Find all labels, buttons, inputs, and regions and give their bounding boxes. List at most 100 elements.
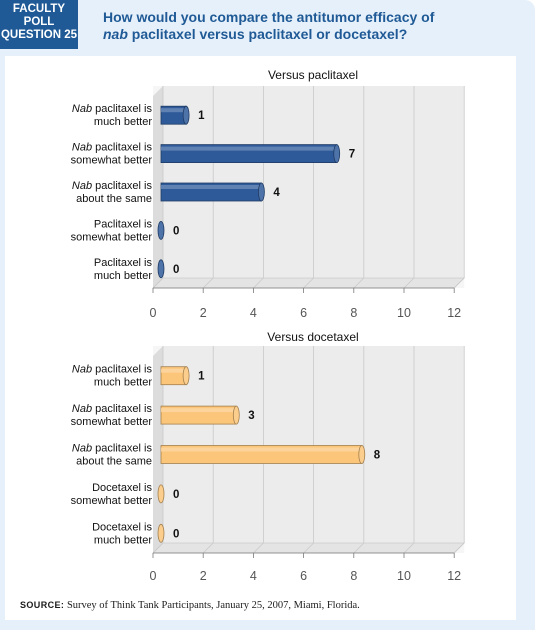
question-title: How would you compare the antitumor effi… [103, 9, 523, 43]
gridline-floor [202, 542, 214, 554]
bar-cap [157, 484, 165, 504]
category-label-line2: much better [94, 270, 152, 282]
bar-highlight [161, 108, 187, 113]
bar-cap [157, 220, 165, 240]
category-label-line2: somewhat better [71, 231, 153, 243]
category-label-line1: Docetaxel is [92, 482, 152, 494]
category-label-line1: Paclitaxel is [94, 257, 153, 269]
tick-label: 2 [200, 306, 207, 320]
data-label: 1 [198, 110, 205, 122]
category-label: Nab paclitaxel is [72, 364, 153, 376]
faculty-poll-badge: FACULTY POLL QUESTION 25 [0, 0, 78, 49]
category-label-line2: about the same [76, 456, 152, 468]
gridline-floor [453, 277, 465, 289]
tick-label: 10 [397, 569, 411, 583]
category-label-line1: paclitaxel is [92, 364, 152, 376]
bar-highlight [161, 146, 337, 151]
question-line-2-rest: paclitaxel versus paclitaxel or docetaxe… [127, 26, 408, 42]
category-label: Nab paclitaxel is [72, 443, 153, 455]
category-label: Docetaxel is [92, 521, 152, 533]
gridline-floor [403, 277, 415, 289]
bar-cap [157, 523, 165, 543]
bar-highlight [161, 408, 237, 413]
data-label: 0 [173, 264, 179, 276]
category-label-line2: about the same [76, 193, 152, 205]
gridline-floor [152, 277, 164, 289]
gridline-floor [253, 542, 264, 554]
question-italic-nab: nab [103, 26, 128, 42]
tick-label: 0 [150, 569, 157, 583]
data-label: 3 [248, 410, 254, 422]
gridline-floor [353, 542, 365, 554]
gridline-floor [202, 277, 214, 289]
tick-label: 2 [200, 569, 207, 583]
category-label-line1: paclitaxel is [92, 103, 152, 115]
question-line-2: nab paclitaxel versus paclitaxel or doce… [103, 26, 523, 43]
category-label-italic: Nab [72, 364, 92, 376]
tick-label: 12 [447, 569, 461, 583]
gridline-floor [303, 542, 314, 554]
data-label: 0 [173, 489, 179, 501]
category-label: Nab paclitaxel is [72, 103, 153, 115]
category-label-line2: somewhat better [71, 155, 153, 167]
gridline-floor [152, 542, 164, 554]
badge-line-3: QUESTION 25 [0, 29, 78, 41]
tick-label: 10 [397, 306, 411, 320]
tick-label: 6 [300, 569, 307, 583]
category-label: Nab paclitaxel is [72, 142, 153, 154]
category-label-line2: somewhat better [71, 495, 153, 507]
gridline-floor [453, 542, 465, 554]
bar-cap [182, 366, 190, 386]
tick-label: 8 [350, 569, 357, 583]
gridline-floor [303, 277, 314, 289]
bar-highlight [161, 368, 187, 373]
category-label-line1: paclitaxel is [92, 403, 152, 415]
gridline-floor [403, 542, 415, 554]
bar-cap [257, 182, 265, 202]
tick-label: 4 [250, 569, 257, 583]
chart-title: Versus paclitaxel [268, 68, 358, 82]
category-label-line2: somewhat better [71, 416, 153, 428]
category-label: Docetaxel is [92, 482, 152, 494]
source-note: SOURCE: Survey of Think Tank Participant… [20, 600, 360, 611]
bar-cap [232, 405, 240, 425]
bar-highlight [161, 185, 262, 189]
bar-cap [157, 259, 165, 279]
badge-line-2: POLL [23, 16, 55, 28]
category-label-line2: much better [94, 534, 152, 546]
bar-cap [333, 144, 341, 164]
category-label-italic: Nab [72, 142, 92, 154]
badge-line-1: FACULTY [12, 3, 66, 15]
data-label: 8 [374, 450, 381, 462]
tick-label: 4 [250, 306, 257, 320]
category-label-italic: Nab [72, 103, 92, 115]
question-line-1: How would you compare the antitumor effi… [103, 9, 435, 25]
category-label: Nab paclitaxel is [72, 180, 153, 192]
bar-cap [358, 445, 366, 464]
category-label-italic: Nab [72, 403, 92, 415]
data-label: 0 [173, 225, 179, 237]
category-label-line2: much better [94, 377, 152, 389]
chart-doc: 0 2 4 6 8 10 12 Versus docetaxel 1 Nab paclitaxel… [71, 330, 465, 583]
category-label-line1: paclitaxel is [92, 142, 152, 154]
category-label-line1: paclitaxel is [92, 180, 152, 192]
category-label: Nab paclitaxel is [72, 403, 153, 415]
data-label: 4 [273, 187, 280, 199]
chart-title: Versus docetaxel [267, 330, 358, 344]
data-label: 0 [173, 528, 179, 540]
category-label-line1: Docetaxel is [92, 521, 152, 533]
data-label: 1 [198, 371, 205, 383]
category-label-line1: paclitaxel is [92, 443, 152, 455]
category-label-line2: much better [94, 116, 152, 128]
bar-highlight [161, 447, 362, 452]
bar-cap [182, 105, 190, 125]
category-label-line1: Paclitaxel is [94, 218, 153, 230]
category-label-italic: Nab [72, 443, 92, 455]
source-label: SOURCE: [20, 600, 65, 610]
gridline-floor [353, 277, 365, 289]
category-label: Paclitaxel is [94, 257, 153, 269]
category-label: Paclitaxel is [94, 218, 153, 230]
tick-label: 0 [150, 306, 157, 320]
data-label: 7 [349, 149, 355, 161]
